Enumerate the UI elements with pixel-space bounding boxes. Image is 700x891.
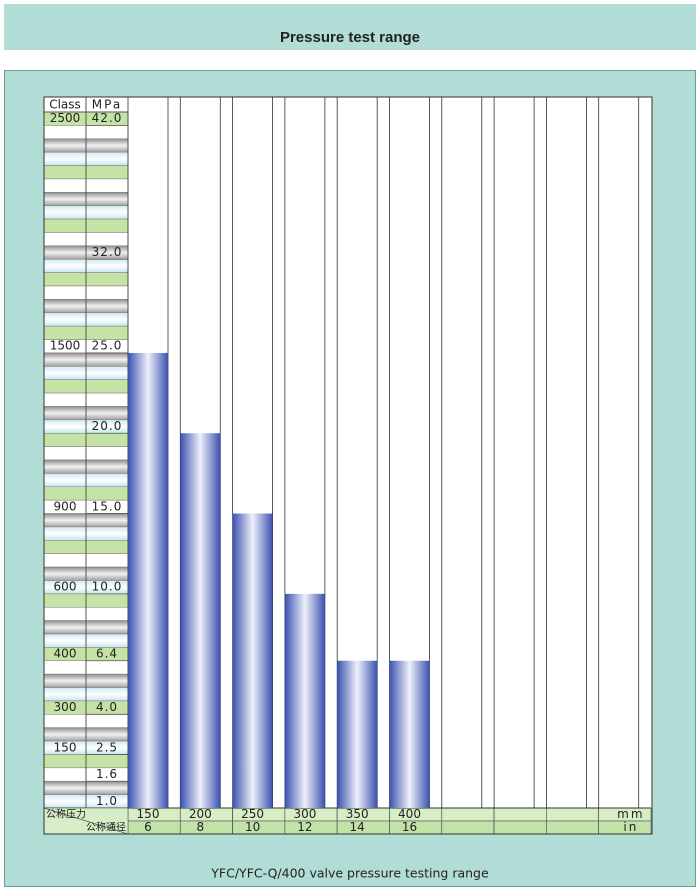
- y-tick-label: 25.0: [92, 339, 123, 353]
- bar: [284, 593, 325, 808]
- footer-cell: [493, 820, 547, 835]
- footer-cell: [127, 820, 181, 835]
- class-label: 300: [54, 700, 77, 714]
- y-tick-label: 42.0: [92, 111, 123, 125]
- y-tick-label: 10.0: [92, 580, 123, 594]
- x2-tick-label: 14: [350, 820, 365, 834]
- chart-title: Pressure test range: [280, 29, 420, 46]
- y-tick-label: 1.0: [96, 794, 118, 808]
- footer-cell: [546, 820, 600, 835]
- y-tick-label: 2.5: [96, 740, 118, 754]
- bar: [128, 352, 168, 808]
- footer-diagonal: [43, 807, 129, 835]
- y-tick-label: 15.0: [92, 499, 123, 513]
- x-tick-label: 350: [346, 807, 369, 821]
- x-tick-label: 200: [189, 807, 212, 821]
- bar: [180, 433, 221, 808]
- class-label: 400: [54, 647, 77, 661]
- class-label: 150: [54, 740, 77, 754]
- footer-cell: [441, 820, 495, 835]
- x-unit: mm: [617, 807, 644, 821]
- footer-cell: [180, 820, 233, 835]
- x2-tick-label: 6: [144, 820, 152, 834]
- class-header: Class: [49, 98, 81, 112]
- y-tick-label: 4.0: [96, 700, 118, 714]
- x2-tick-label: 16: [402, 820, 417, 834]
- y-tick-label: 20.0: [92, 419, 123, 433]
- x2-label: 公称通径: [86, 821, 126, 834]
- bar: [337, 660, 378, 808]
- title-bar: [4, 4, 696, 50]
- bar: [389, 660, 430, 808]
- footer-cell: [441, 807, 495, 822]
- class-label: 600: [54, 580, 77, 594]
- class-label: 1500: [50, 339, 81, 353]
- x2-tick-label: 8: [196, 820, 204, 834]
- x-tick-label: 300: [293, 807, 316, 821]
- x-label: 公称压力: [46, 808, 86, 821]
- x-tick-label: 250: [241, 807, 264, 821]
- class-label: 900: [54, 499, 77, 513]
- x2-unit: in: [623, 820, 638, 834]
- x-tick-label: 400: [398, 807, 421, 821]
- y-header: MPa: [92, 98, 122, 112]
- y-tick-label: 6.4: [96, 647, 118, 661]
- class-label: 2500: [50, 111, 81, 125]
- y-tick-label: 1.6: [96, 767, 118, 781]
- footer-cell: [493, 807, 547, 822]
- bar: [232, 513, 273, 808]
- x2-tick-label: 12: [297, 820, 312, 834]
- x2-tick-label: 10: [245, 820, 260, 834]
- caption: YFC/YFC-Q/400 valve pressure testing ran…: [210, 866, 489, 881]
- footer-cell: [546, 807, 600, 822]
- y-tick-label: 32.0: [92, 245, 123, 259]
- x-tick-label: 150: [137, 807, 160, 821]
- plot-border: [43, 96, 653, 835]
